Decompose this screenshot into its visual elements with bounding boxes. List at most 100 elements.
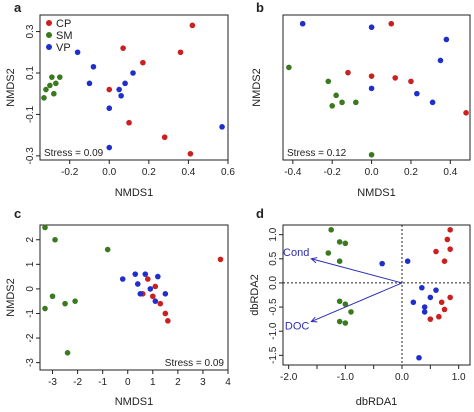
y-tick-label: 0 (25, 286, 36, 292)
data-point-cp (217, 256, 224, 263)
x-tick-label: -0.4 (284, 167, 302, 178)
panel-c: -3 -2 -1 0 1 2 3 4 -3 -2 -1 0 1 2 NMDS1 NMDS2 c Stress = … (5, 206, 231, 408)
data-point-sm (49, 293, 56, 300)
x-tick-label: -1.0 (337, 372, 355, 383)
data-point-cp (444, 236, 451, 243)
data-point-vp (404, 258, 411, 265)
data-point-vp (219, 124, 225, 130)
x-tick-label: -0.2 (324, 167, 342, 178)
x-tick-label: 1 (150, 377, 156, 388)
legend-marker-cp (46, 20, 52, 26)
y-tick-label: -1.5 (268, 346, 279, 364)
panel-label: a (14, 0, 22, 15)
y-tick-label: -0.1 (25, 105, 36, 123)
y-tick-label: 0.3 (25, 24, 36, 38)
data-point-sm (64, 349, 71, 356)
data-point-cp (427, 316, 434, 322)
data-point-cp (140, 59, 146, 66)
data-point-vp (74, 49, 81, 56)
data-point-vp (427, 294, 434, 301)
data-point-sm (49, 74, 55, 80)
data-point-cp (433, 248, 439, 255)
data-point-cp (157, 300, 164, 307)
data-point-sm (325, 250, 332, 256)
data-point-cp (441, 258, 448, 265)
data-point-sm (47, 82, 53, 89)
data-point-vp (152, 298, 159, 304)
data-point-cp (162, 310, 169, 317)
data-point-sm (333, 92, 339, 99)
data-point-vp (90, 63, 97, 70)
y-axis-label: dbRDA2 (249, 274, 261, 316)
panel-a: -0.2 0.0 0.2 0.4 0.6 -0.3 -0.1 0.1 0.3 NMDS1 NMDS2… (5, 0, 235, 199)
y-tick-label: -1 (25, 309, 36, 318)
data-point-vp (142, 271, 149, 277)
y-tick-label: -3 (25, 358, 36, 367)
x-tick-label: 0.4 (181, 167, 195, 178)
data-point-sm (53, 80, 59, 87)
data-point-sm (51, 90, 57, 97)
data-point-cp (368, 73, 375, 79)
data-point-vp (106, 105, 113, 112)
data-point-sm (353, 99, 359, 106)
data-point-sm (368, 151, 375, 158)
data-point-vp (368, 24, 375, 31)
data-point-sm (325, 78, 332, 85)
x-tick-label: 0.4 (443, 167, 457, 178)
data-point-sm (348, 309, 354, 315)
x-tick-label: 0.2 (142, 167, 156, 178)
data-point-cp (388, 20, 395, 27)
x-tick-label: -3 (48, 377, 57, 388)
x-tick-label: 3 (200, 377, 206, 388)
data-point-vp (416, 354, 422, 361)
data-point-sm (42, 224, 48, 231)
data-point-sm (41, 95, 47, 101)
data-point-vp (299, 20, 306, 27)
vector-label: Cond (283, 247, 309, 259)
data-point-vp (147, 286, 154, 292)
data-point-cp (392, 75, 399, 81)
plot-frame (39, 14, 229, 161)
data-point-cp (144, 276, 151, 282)
y-tick-label: 1.0 (268, 227, 279, 241)
y-tick-label: -2 (25, 333, 36, 342)
y-tick-label: -0.3 (25, 147, 36, 165)
x-tick-label: -2 (73, 377, 82, 388)
data-point-sm (329, 103, 336, 109)
y-axis-label: NMDS2 (251, 68, 263, 107)
panel-label: c (14, 206, 21, 221)
data-point-sm (43, 86, 49, 93)
data-point-vp (118, 92, 124, 99)
stress-annotation: Stress = 0.09 (44, 148, 104, 159)
data-point-vp (134, 281, 141, 287)
y-tick-label: -1.0 (268, 322, 279, 340)
data-point-sm (339, 99, 345, 106)
x-tick-label: 2 (175, 377, 181, 388)
x-tick-label: 0.0 (102, 167, 116, 178)
y-axis-label: NMDS2 (5, 68, 17, 107)
x-tick-label: -2.0 (280, 372, 298, 383)
x-tick-label: 0.0 (395, 372, 409, 383)
data-point-cp (408, 78, 414, 85)
stress-annotation: Stress = 0.12 (287, 148, 347, 159)
data-point-vp (106, 144, 113, 151)
data-point-vp (162, 291, 169, 297)
x-tick-label: -0.2 (61, 167, 79, 178)
data-point-cp (438, 299, 445, 306)
vector-arrowhead (310, 257, 318, 264)
x-tick-label: 1.0 (452, 372, 466, 383)
data-point-sm (336, 298, 343, 305)
x-axis-label: NMDS1 (115, 396, 154, 408)
data-point-cp (436, 313, 442, 320)
data-point-vp (86, 80, 93, 87)
data-point-sm (328, 227, 334, 233)
data-point-cp (189, 22, 196, 29)
data-point-sm (336, 258, 343, 265)
data-point-cp (187, 150, 194, 157)
data-point-vp (119, 276, 126, 282)
data-point-cp (161, 134, 168, 141)
plot-frame (282, 224, 471, 366)
data-point-sm (342, 240, 349, 247)
data-point-vp (421, 304, 428, 310)
